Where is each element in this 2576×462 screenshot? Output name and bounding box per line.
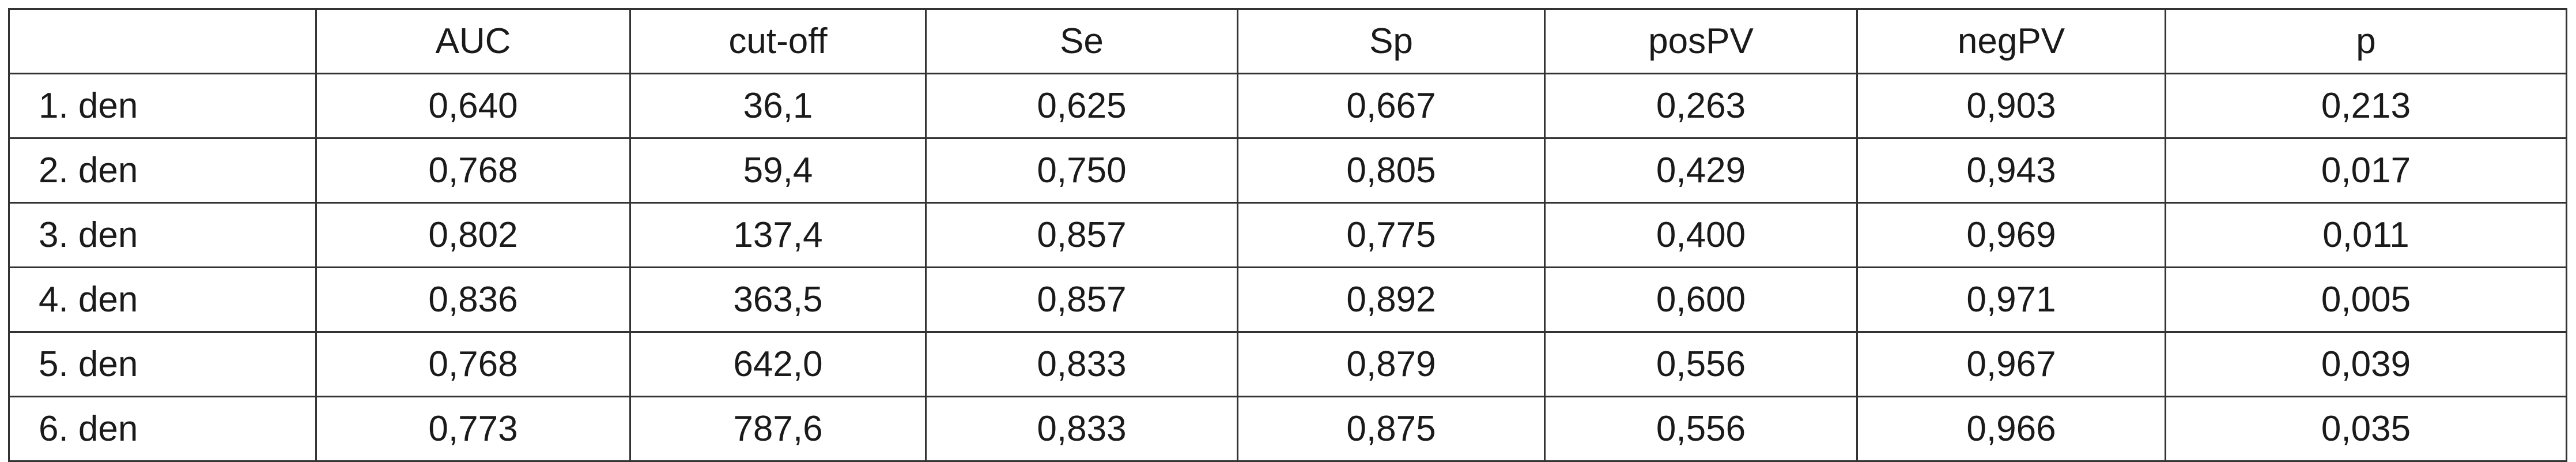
table-cell: 0,750 [925,137,1238,204]
table-cell: 0,875 [1237,396,1546,462]
table-cell: 0,857 [925,202,1238,268]
table-cell: 0,836 [315,266,631,333]
table-body: 1. den 0,640 36,1 0,625 0,667 0,263 0,903 0,213… [8,73,2567,462]
header-cell: p [2165,8,2567,74]
table-cell: 0,005 [2165,266,2567,333]
row-label: 6. den [8,396,317,462]
table-cell: 0,400 [1544,202,1858,268]
table-cell: 0,892 [1237,266,1546,333]
table-cell: 363,5 [629,266,927,333]
table-cell: 0,879 [1237,331,1546,397]
row-label: 1. den [8,73,317,139]
header-cell: Se [925,8,1238,74]
table-cell: 0,556 [1544,331,1858,397]
table-cell: 137,4 [629,202,927,268]
header-cell: negPV [1856,8,2166,74]
header-cell: cut-off [629,8,927,74]
table-cell: 0,802 [315,202,631,268]
table-header: AUC cut-off Se Sp posPV negPV p [8,8,2567,74]
table-row: 1. den 0,640 36,1 0,625 0,667 0,263 0,903 0,213 [8,73,2567,139]
table-cell: 0,035 [2165,396,2567,462]
table-cell: 59,4 [629,137,927,204]
table-cell: 0,625 [925,73,1238,139]
table-cell: 0,966 [1856,396,2166,462]
table-cell: 0,017 [2165,137,2567,204]
header-cell [8,8,317,74]
table-row: 2. den 0,768 59,4 0,750 0,805 0,429 0,943 0,017 [8,137,2567,204]
table-cell: 0,969 [1856,202,2166,268]
table-cell: 0,429 [1544,137,1858,204]
table-cell: 0,768 [315,137,631,204]
row-label: 5. den [8,331,317,397]
table-cell: 0,768 [315,331,631,397]
table-cell: 642,0 [629,331,927,397]
table-cell: 0,600 [1544,266,1858,333]
table-cell: 0,971 [1856,266,2166,333]
table-cell: 0,640 [315,73,631,139]
header-cell: Sp [1237,8,1546,74]
table-cell: 0,213 [2165,73,2567,139]
table-cell: 0,943 [1856,137,2166,204]
row-label: 2. den [8,137,317,204]
table-cell: 36,1 [629,73,927,139]
table-row: 6. den 0,773 787,6 0,833 0,875 0,556 0,966 0,03… [8,396,2567,462]
row-label: 4. den [8,266,317,333]
table-cell: 0,775 [1237,202,1546,268]
header-cell: AUC [315,8,631,74]
header-cell: posPV [1544,8,1858,74]
table-row: 5. den 0,768 642,0 0,833 0,879 0,556 0,967 0,03… [8,331,2567,397]
table-cell: 0,833 [925,396,1238,462]
header-row: AUC cut-off Se Sp posPV negPV p [8,8,2567,74]
table-container: AUC cut-off Se Sp posPV negPV p 1. den 0,640 36,… [8,8,2567,462]
table-row: 3. den 0,802 137,4 0,857 0,775 0,400 0,969 0,01… [8,202,2567,268]
row-label: 3. den [8,202,317,268]
table-row: 4. den 0,836 363,5 0,857 0,892 0,600 0,971 0,00… [8,266,2567,333]
table-cell: 0,263 [1544,73,1858,139]
table-cell: 0,039 [2165,331,2567,397]
results-table: AUC cut-off Se Sp posPV negPV p 1. den 0,640 36,… [8,8,2567,462]
table-cell: 0,773 [315,396,631,462]
table-cell: 0,833 [925,331,1238,397]
table-cell: 0,011 [2165,202,2567,268]
table-cell: 0,667 [1237,73,1546,139]
table-cell: 0,967 [1856,331,2166,397]
table-cell: 787,6 [629,396,927,462]
table-cell: 0,857 [925,266,1238,333]
table-cell: 0,903 [1856,73,2166,139]
table-cell: 0,556 [1544,396,1858,462]
table-cell: 0,805 [1237,137,1546,204]
